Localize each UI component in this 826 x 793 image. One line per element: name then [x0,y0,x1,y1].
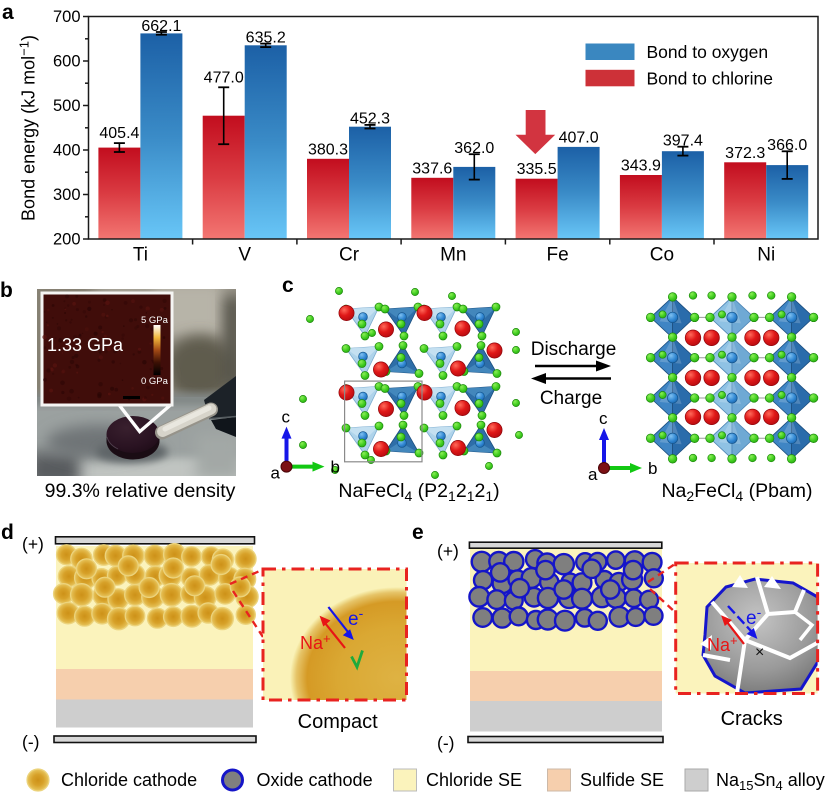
svg-text:372.3: 372.3 [725,145,765,162]
svg-text:0 GPa: 0 GPa [141,376,169,387]
svg-text:(-): (-) [437,733,454,753]
svg-text:b: b [0,279,13,302]
svg-text:366.0: 366.0 [767,137,807,154]
svg-text:477.0: 477.0 [204,69,244,86]
svg-text:343.9: 343.9 [621,158,661,175]
svg-text:400: 400 [53,142,81,160]
svg-text:Chloride cathode: Chloride cathode [61,770,197,790]
svg-text:600: 600 [53,53,81,71]
svg-text:405.4: 405.4 [99,125,139,142]
svg-text:NaFeCl4 (P212121): NaFeCl4 (P212121) [338,480,499,504]
svg-text:Charge: Charge [540,388,602,409]
svg-text:Na15Sn4 alloy: Na15Sn4 alloy [716,770,825,793]
svg-text:99.3% relative density: 99.3% relative density [45,480,236,502]
svg-text:635.2: 635.2 [246,29,286,46]
svg-text:700: 700 [53,8,81,26]
svg-text:Bond to chlorine: Bond to chlorine [647,68,773,88]
svg-text:b: b [648,459,657,478]
svg-text:d: d [1,521,14,544]
svg-text:Mn: Mn [440,245,466,266]
svg-text:300: 300 [53,186,81,204]
svg-text:Bond to oxygen: Bond to oxygen [647,42,769,62]
svg-text:Sulfide SE: Sulfide SE [580,770,664,790]
svg-text:e: e [412,521,424,544]
svg-text:a: a [588,465,598,484]
svg-text:Oxide cathode: Oxide cathode [257,770,373,790]
svg-text:Chloride SE: Chloride SE [426,770,522,790]
svg-text:397.4: 397.4 [663,133,703,150]
svg-text:407.0: 407.0 [559,129,599,146]
svg-text:200: 200 [53,231,81,249]
svg-text:c: c [599,409,608,428]
svg-text:Na2FeCl4 (Pbam): Na2FeCl4 (Pbam) [661,480,812,504]
svg-text:×: × [755,644,764,661]
svg-text:380.3: 380.3 [308,141,348,158]
svg-text:a: a [271,464,281,483]
svg-text:Co: Co [650,245,674,266]
svg-text:500: 500 [53,97,81,115]
svg-text:452.3: 452.3 [350,111,390,128]
svg-text:337.6: 337.6 [412,160,452,177]
svg-text:c: c [282,408,291,427]
svg-text:Na+: Na+ [707,633,738,655]
svg-text:Discharge: Discharge [531,339,617,360]
svg-text:(+): (+) [437,541,459,561]
svg-text:Compact: Compact [298,711,378,733]
svg-text:5 GPa: 5 GPa [141,315,169,326]
svg-text:Ni: Ni [757,245,775,266]
svg-text:(+): (+) [22,534,44,554]
svg-text:a: a [2,1,14,24]
svg-text:Ti: Ti [133,245,148,266]
svg-text:b: b [331,458,340,477]
svg-text:Na+: Na+ [300,631,331,653]
svg-text:Cracks: Cracks [721,708,783,730]
svg-text:Cr: Cr [339,245,360,266]
svg-text:V: V [238,245,251,266]
svg-text:(-): (-) [22,732,39,752]
svg-text:c: c [282,274,294,297]
svg-text:1.33 GPa: 1.33 GPa [47,335,124,355]
svg-text:Fe: Fe [547,245,569,266]
svg-text:335.5: 335.5 [517,161,557,178]
svg-text:Bond energy (kJ mol−1): Bond energy (kJ mol−1) [17,35,39,221]
svg-text:362.0: 362.0 [454,140,494,157]
svg-text:662.1: 662.1 [141,18,181,35]
